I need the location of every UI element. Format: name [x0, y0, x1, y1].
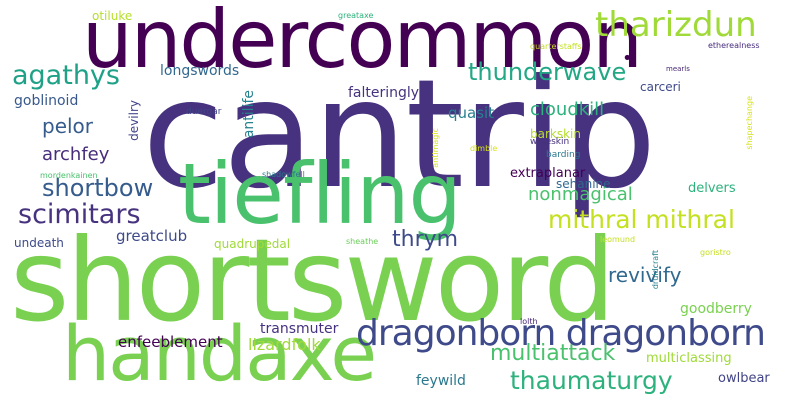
word-feywild: feywild	[416, 373, 466, 389]
word-scimitars: scimitars	[18, 199, 141, 230]
word-undeath: undeath	[14, 236, 64, 250]
word-handaxe: handaxe	[62, 309, 377, 398]
word-tharizdun: tharizdun	[595, 5, 757, 45]
word-extraplanar: extraplanar	[510, 166, 586, 181]
word-pelor: pelor	[42, 114, 94, 138]
word-mithral: mithral mithral	[548, 205, 735, 234]
word-goodberry: goodberry	[680, 301, 752, 317]
word-archfey: archfey	[42, 144, 110, 165]
word-duergar: duergar	[186, 107, 222, 117]
word-greataxe: greataxe	[338, 11, 374, 20]
word-longswords: longswords	[160, 63, 240, 79]
word-quasit: quasit	[448, 104, 495, 122]
word-thaumaturgy: thaumaturgy	[510, 366, 673, 395]
word-shortsword: shortsword	[10, 214, 616, 347]
word-mearls: mearls	[666, 65, 690, 73]
word-leomund: leomund	[600, 235, 636, 244]
word-thrym: thrym	[392, 227, 459, 252]
word-dragonborn: dragonborn dragonborn	[356, 313, 766, 354]
word-falteringly: falteringly	[348, 85, 420, 101]
word-cantrip: cantrip	[142, 48, 657, 222]
word-antilife: antilife	[241, 90, 257, 139]
word-greatclub: greatclub	[116, 227, 188, 245]
word-goblinoid: goblinoid	[14, 93, 79, 109]
word-shadowfell: shadowfell	[262, 170, 305, 179]
word-lizardfolk: lizardfolk	[248, 335, 321, 354]
word-shapechange: shapechange	[745, 96, 754, 150]
word-druidcraft: druidcraft	[651, 250, 660, 290]
word-tiefling: tiefling	[178, 145, 462, 243]
word-shortbow: shortbow	[42, 174, 154, 202]
word-devilry: devilry	[127, 100, 141, 141]
word-revivify: revivify	[608, 263, 682, 287]
word-nonmagical: nonmagical	[528, 184, 633, 205]
word-quarterstaffs: quarterstaffs	[530, 42, 582, 51]
word-dimble: dimble	[470, 144, 498, 153]
word-etherealness: etherealness	[708, 41, 760, 50]
word-undercommon: undercommon	[82, 0, 643, 86]
word-wineskin: wineskin	[530, 137, 570, 147]
word-thunderwave: thunderwave	[468, 58, 627, 86]
word-cloudkill: cloudkill	[530, 99, 605, 120]
word-sehanine: sehanine	[556, 177, 611, 191]
word-owlbear: owlbear	[718, 371, 770, 386]
word-barkskin: barkskin	[530, 127, 581, 141]
word-antimagic: antimagic	[431, 128, 440, 168]
word-barding: barding	[546, 150, 581, 160]
word-agathys: agathys	[12, 60, 120, 91]
word-transmuter: transmuter	[260, 321, 339, 337]
word-enfeeblement: enfeeblement	[118, 333, 223, 351]
word-delvers: delvers	[688, 181, 736, 196]
word-goristro: goristro	[700, 248, 731, 257]
word-lolth: lolth	[520, 317, 538, 326]
word-dot: •	[622, 48, 633, 69]
word-sheathe: sheathe	[346, 237, 379, 246]
word-multiclassing: multiclassing	[646, 351, 732, 366]
word-multiattack: multiattack	[490, 341, 616, 366]
word-carceri: carceri	[640, 80, 681, 94]
word-quadrupedal: quadrupedal	[214, 237, 291, 251]
word-otiluke: otiluke	[92, 9, 133, 23]
word-mordenkainen: mordenkainen	[40, 171, 98, 180]
